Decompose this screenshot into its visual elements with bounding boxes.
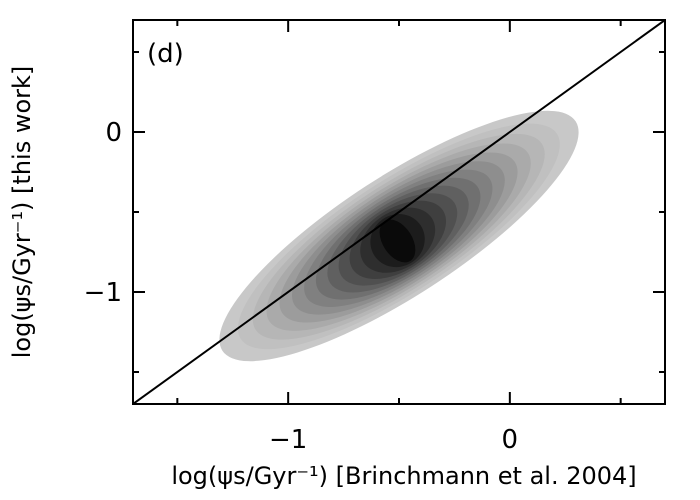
y-axis-title: log(ψs/Gyr⁻¹) [this work]: [8, 66, 36, 359]
y-tick-label: 0: [105, 118, 122, 148]
y-tick-label: −1: [84, 278, 122, 308]
one-to-one-line: [133, 20, 665, 404]
y-tick-labels: −1 0: [84, 118, 122, 308]
axis-ticks: [133, 20, 665, 404]
x-tick-label: −1: [269, 425, 307, 455]
panel-label: (d): [147, 39, 184, 69]
x-tick-label: 0: [502, 425, 519, 455]
x-tick-labels: −1 0: [269, 425, 518, 455]
density-contour-level: [379, 219, 416, 263]
density-contours: [219, 110, 579, 362]
x-axis-title: log(ψs/Gyr⁻¹) [Brinchmann et al. 2004]: [171, 462, 636, 490]
